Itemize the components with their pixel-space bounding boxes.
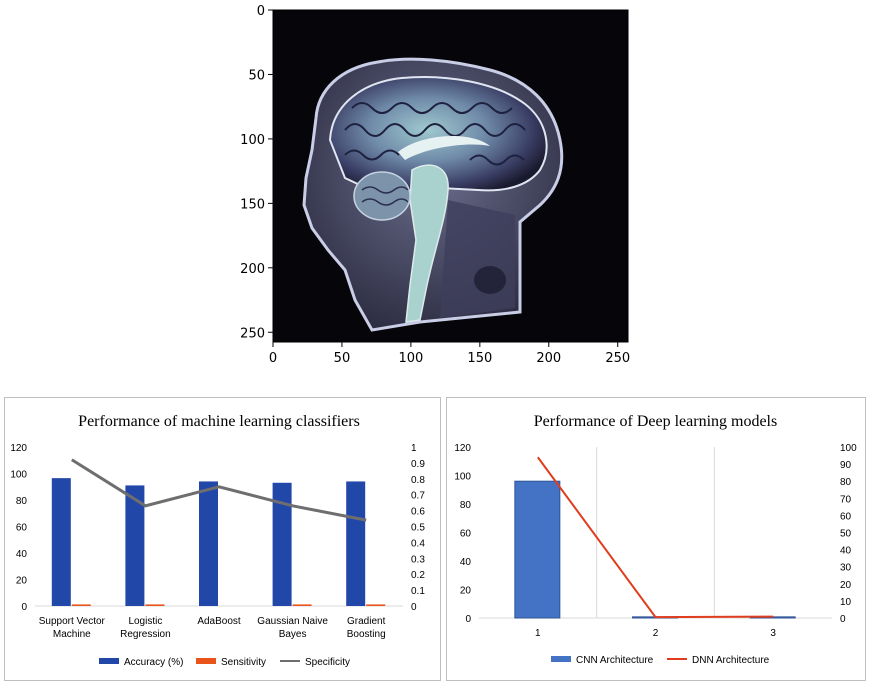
ml-classifiers-svg: Performance of machine learning classifi… [10, 413, 425, 668]
ml-classifiers-chart: Performance of machine learning classifi… [4, 397, 441, 681]
bar-sensitivity [292, 604, 312, 606]
bar-accuracy [199, 481, 218, 606]
y-axis-tick-label: 80 [460, 500, 472, 511]
y-axis-tick-label: 100 [454, 472, 471, 483]
y2-axis-tick-label: 0.3 [411, 554, 425, 565]
bar-accuracy [125, 485, 145, 606]
y-axis-tick-label: 0 [21, 602, 27, 613]
y2-axis-tick-label: 70 [840, 494, 852, 505]
y2-axis-tick-label: 0.1 [411, 586, 425, 597]
y2-axis-tick-label: 0.4 [411, 538, 425, 549]
dl-models-svg: Performance of Deep learning models02040… [454, 413, 857, 666]
y-axis-tick-label: 120 [10, 443, 27, 454]
mri-x-tick-label: 50 [334, 351, 351, 366]
y2-axis-tick-label: 80 [840, 477, 852, 488]
x-category-label: Gradient [347, 616, 386, 627]
legend-swatch [551, 656, 571, 662]
chart-title: Performance of machine learning classifi… [78, 413, 360, 430]
mri-x-tick-label: 150 [467, 351, 492, 366]
x-category-label: AdaBoost [197, 616, 241, 627]
y2-axis-tick-label: 0 [840, 614, 846, 625]
y-axis-tick-label: 60 [16, 523, 28, 534]
bar-sensitivity [145, 604, 165, 606]
y2-axis-tick-label: 0.5 [411, 523, 425, 534]
y2-axis-tick-label: 100 [840, 443, 857, 454]
y2-axis-tick-label: 30 [840, 563, 852, 574]
line-specificity [71, 458, 367, 522]
legend-swatch [99, 658, 119, 664]
y2-axis-tick-label: 0 [411, 602, 417, 613]
y2-axis-tick-label: 60 [840, 511, 852, 522]
y-axis-tick-label: 40 [460, 557, 472, 568]
mri-x-tick-label: 250 [605, 351, 630, 366]
bar-accuracy [51, 478, 71, 606]
mri-y-tick-label: 200 [240, 262, 265, 277]
y-axis-tick-label: 60 [460, 529, 472, 540]
y-axis-tick-label: 120 [454, 443, 471, 454]
bar-accuracy [346, 481, 366, 606]
mri-x-tick-label: 100 [398, 351, 423, 366]
mri-y-tick-label: 100 [240, 133, 265, 148]
x-category-label: 3 [770, 628, 776, 639]
y-axis-tick-label: 20 [16, 576, 28, 587]
y2-axis-tick-label: 0.8 [411, 475, 425, 486]
y2-axis-tick-label: 0.7 [411, 491, 425, 502]
mri-y-tick-label: 150 [240, 197, 265, 212]
mri-x-tick-label: 200 [536, 351, 561, 366]
legend-label: Sensitivity [221, 657, 266, 668]
bar-sensitivity [366, 604, 386, 606]
x-category-label: Machine [53, 629, 91, 640]
chart-title: Performance of Deep learning models [534, 413, 777, 430]
legend-label: CNN Architecture [576, 655, 654, 666]
bar-cnn-architecture [514, 480, 561, 619]
y2-axis-tick-label: 0.2 [411, 570, 425, 581]
y2-axis-tick-label: 0.9 [411, 459, 425, 470]
legend-label: Accuracy (%) [124, 657, 183, 668]
x-category-label: 1 [535, 628, 541, 639]
y2-axis-tick-label: 50 [840, 529, 852, 540]
x-category-label: Boosting [347, 629, 386, 640]
bar-accuracy [272, 482, 292, 606]
brain-scan [302, 57, 564, 332]
mri-image-panel: 0 50 100 150 200 250 0 50 100 150 200 250 [240, 4, 630, 366]
mri-x-tick-label: 0 [269, 351, 277, 366]
y-axis-tick-label: 40 [16, 549, 28, 560]
y2-axis-tick-label: 40 [840, 546, 852, 557]
y2-axis-tick-label: 1 [411, 443, 417, 454]
y2-axis-tick-label: 10 [840, 597, 852, 608]
mri-y-tick-label: 50 [248, 68, 265, 83]
legend-label: DNN Architecture [692, 655, 770, 666]
x-category-label: 2 [653, 628, 659, 639]
x-category-label: Support Vector [39, 616, 106, 627]
x-category-label: Regression [120, 629, 171, 640]
y2-axis-tick-label: 90 [840, 460, 852, 471]
y-axis-tick-label: 100 [10, 470, 27, 481]
y2-axis-tick-label: 0.6 [411, 507, 425, 518]
bar-sensitivity [71, 604, 91, 606]
dl-models-chart: Performance of Deep learning models 0 20 40… [446, 397, 866, 681]
x-category-label: Gaussian Naive [257, 616, 328, 627]
x-category-label: Logistic [128, 616, 162, 627]
mri-axes: 0 50 100 150 200 250 0 50 100 150 200 250 [240, 4, 630, 366]
legend-swatch [196, 658, 216, 664]
legend-label: Specificity [305, 657, 350, 668]
mri-frame [272, 9, 629, 343]
mri-y-tick-label: 0 [257, 4, 265, 19]
y2-axis-tick-label: 20 [840, 580, 852, 591]
y-axis-tick-label: 0 [465, 614, 471, 625]
line-dnn-architecture [537, 456, 774, 619]
x-category-label: Bayes [279, 629, 307, 640]
y-axis-tick-label: 20 [460, 586, 472, 597]
mri-y-tick-label: 250 [240, 326, 265, 341]
y-axis-tick-label: 80 [16, 496, 28, 507]
